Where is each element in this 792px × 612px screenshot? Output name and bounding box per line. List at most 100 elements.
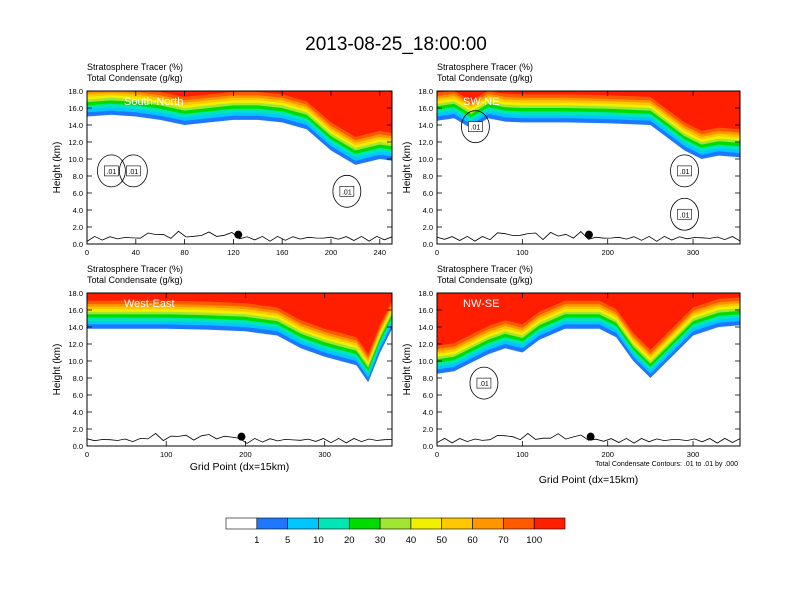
- colorbar: 1 5 10 20 30 40 50 60 70 100: [225, 517, 566, 546]
- y-tick-label: 6.0: [73, 391, 83, 400]
- y-axis-label: Height (km): [52, 142, 63, 194]
- header-tracer: Stratosphere Tracer (%): [87, 62, 183, 72]
- colorbar-swatch: [441, 517, 473, 530]
- x-tick-label: 240: [374, 248, 387, 257]
- colorbar-label: 10: [313, 535, 324, 546]
- y-tick-label: 8.0: [73, 172, 83, 181]
- y-tick-label: 12.0: [68, 138, 83, 147]
- y-axis-label: Height (km): [402, 142, 413, 194]
- colorbar-label: 60: [467, 535, 478, 546]
- contour-label: .01: [342, 189, 352, 196]
- colorbar-label: 1: [254, 535, 259, 546]
- y-tick-label: 2.0: [73, 425, 83, 434]
- y-tick-label: 14.0: [68, 121, 83, 130]
- y-tick-label: 18.0: [418, 289, 433, 298]
- x-tick-label: 80: [180, 248, 188, 257]
- panel-label: West-East: [124, 298, 175, 310]
- location-marker: [584, 230, 593, 239]
- y-tick-label: 4.0: [73, 206, 83, 215]
- x-tick-label: 0: [85, 248, 89, 257]
- x-tick-label: 200: [601, 248, 614, 257]
- y-tick-label: 6.0: [423, 189, 433, 198]
- location-marker: [586, 432, 595, 441]
- condensate-contour: [469, 366, 499, 400]
- y-tick-label: 2.0: [73, 223, 83, 232]
- x-tick-label: 120: [227, 248, 240, 257]
- x-tick-label: 0: [435, 450, 439, 459]
- y-axis-label: Height (km): [52, 344, 63, 396]
- colorbar-swatch: [256, 517, 288, 530]
- y-tick-label: 6.0: [73, 189, 83, 198]
- contour-note: Total Condensate Contours: .01 to .01 by…: [595, 461, 738, 468]
- header-tracer: Stratosphere Tracer (%): [437, 264, 533, 274]
- condensate-contour: [670, 154, 699, 188]
- colorbar-swatch: [410, 517, 443, 530]
- panels-group: .01 .01 .01 South-North Stratosphere Tracer …: [52, 62, 741, 486]
- location-marker: [234, 230, 243, 239]
- condensate-contour: [332, 174, 362, 208]
- contour-label-box: [126, 165, 141, 177]
- plot-area: .01 .01 .01: [87, 91, 392, 244]
- contour-label-box: [104, 165, 119, 177]
- condensate-contour: [118, 154, 148, 188]
- y-tick-label: 14.0: [418, 323, 433, 332]
- colorbar-label: 30: [375, 535, 386, 546]
- contour-label-box: [339, 186, 355, 197]
- colorbar-swatch: [348, 517, 381, 530]
- colorbar-label: 5: [285, 535, 290, 546]
- colorbar-swatch: [503, 517, 535, 530]
- colorbar-swatch: [318, 517, 350, 530]
- colorbar-label: 40: [406, 535, 417, 546]
- y-tick-label: 16.0: [68, 306, 83, 315]
- contour-label-box: [677, 208, 692, 220]
- panel-label: NW-SE: [463, 298, 499, 310]
- colorbar-swatch: [225, 517, 258, 530]
- colorbar-label: 100: [526, 535, 542, 546]
- colorbar-swatch: [287, 517, 319, 530]
- header-condensate: Total Condensate (g/kg): [87, 73, 183, 83]
- colorbar-label: 20: [344, 535, 355, 546]
- x-tick-label: 100: [516, 248, 529, 257]
- y-tick-label: 18.0: [68, 87, 83, 96]
- y-tick-label: 12.0: [68, 340, 83, 349]
- y-tick-label: 0.0: [73, 240, 83, 249]
- header-tracer: Stratosphere Tracer (%): [87, 264, 183, 274]
- y-tick-label: 14.0: [418, 121, 433, 130]
- y-tick-label: 16.0: [418, 104, 433, 113]
- x-tick-label: 100: [516, 450, 529, 459]
- header-tracer: Stratosphere Tracer (%): [437, 62, 533, 72]
- x-tick-label: 300: [687, 450, 700, 459]
- colorbar-swatch: [533, 517, 566, 530]
- plot-frame: [86, 90, 393, 245]
- plot-area: .01 .01 .01: [437, 91, 740, 244]
- x-tick-label: 200: [239, 450, 252, 459]
- condensate-contour: [461, 110, 490, 144]
- contour-label: .01: [128, 169, 138, 176]
- header-condensate: Total Condensate (g/kg): [437, 275, 533, 285]
- contour-label-box: [677, 165, 692, 177]
- y-tick-label: 4.0: [423, 206, 433, 215]
- contour-label: .01: [471, 125, 481, 132]
- y-tick-label: 2.0: [423, 425, 433, 434]
- y-tick-label: 10.0: [418, 357, 433, 366]
- chart-panel-south-north: .01 .01 .01 South-North Stratosphere Tracer …: [52, 62, 393, 257]
- y-tick-label: 0.0: [423, 442, 433, 451]
- contour-label: .01: [107, 169, 117, 176]
- colorbar-label: 70: [498, 535, 509, 546]
- y-tick-label: 10.0: [68, 357, 83, 366]
- y-tick-label: 10.0: [418, 155, 433, 164]
- y-tick-label: 0.0: [423, 240, 433, 249]
- plot-area: [87, 293, 392, 446]
- header-condensate: Total Condensate (g/kg): [437, 73, 533, 83]
- y-tick-label: 0.0: [73, 442, 83, 451]
- plot-frame: [436, 90, 741, 245]
- header-condensate: Total Condensate (g/kg): [87, 275, 183, 285]
- condensate-contour: [670, 197, 699, 231]
- y-tick-label: 10.0: [68, 155, 83, 164]
- x-tick-label: 300: [318, 450, 331, 459]
- x-tick-label: 200: [325, 248, 338, 257]
- chart-panel-west-east: West-East Stratosphere Tracer (%)Total Co…: [52, 264, 393, 473]
- x-tick-label: 200: [601, 450, 614, 459]
